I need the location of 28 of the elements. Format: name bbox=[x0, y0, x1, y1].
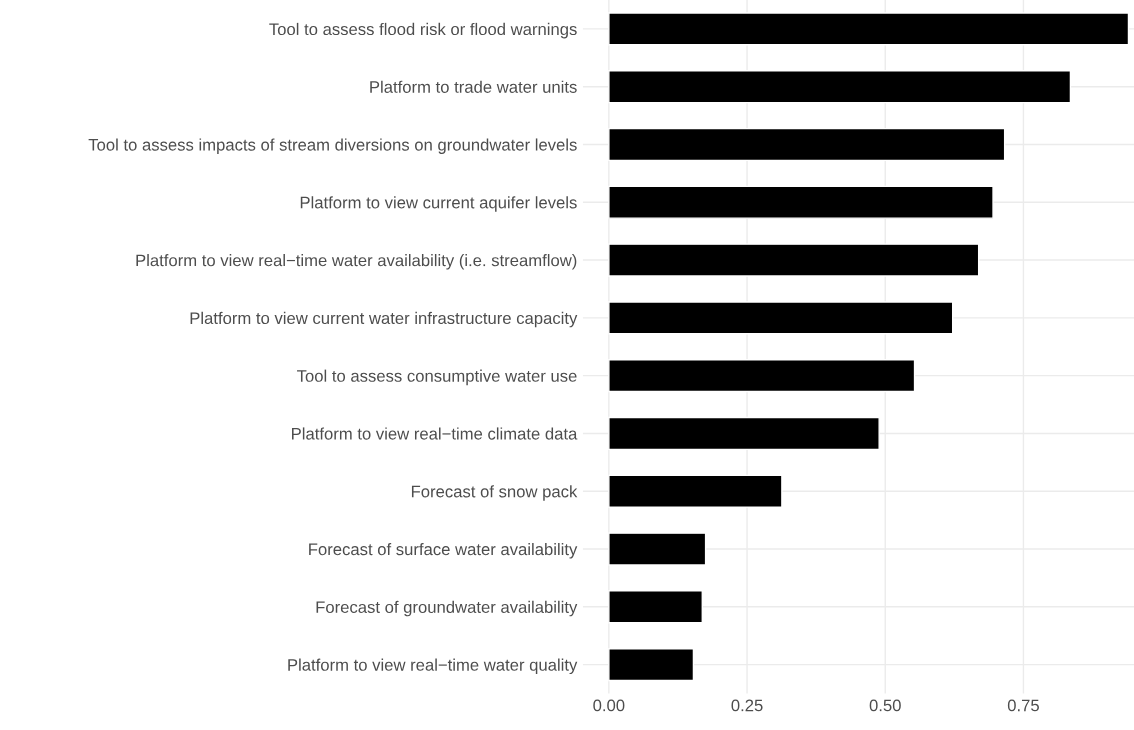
bar bbox=[608, 416, 880, 451]
x-tick-label: 0.00 bbox=[593, 699, 625, 712]
x-tick-label: 0.50 bbox=[869, 699, 901, 712]
y-tick-label: Forecast of groundwater availability bbox=[316, 600, 578, 617]
bar bbox=[608, 70, 1072, 104]
y-tick-label: Platform to view real−time water availability (i.e. streamflow) bbox=[136, 254, 577, 270]
bar bbox=[608, 127, 1006, 162]
bar bbox=[608, 590, 703, 624]
bar bbox=[608, 243, 980, 277]
y-tick-label: Forecast of surface water availability bbox=[309, 542, 578, 559]
y-tick-label: Tool to assess flood risk or flood warnings bbox=[269, 22, 577, 39]
y-tick-label: Platform to view current water infrastructure capacity bbox=[190, 311, 578, 328]
bar bbox=[608, 12, 1130, 46]
x-tick-label: 0.25 bbox=[731, 699, 763, 712]
y-tick-label: Tool to assess consumptive water use bbox=[297, 369, 577, 386]
y-tick-label: Platform to view real−time climate data bbox=[292, 427, 578, 440]
bar bbox=[608, 359, 916, 393]
x-tick-label: 0.75 bbox=[1007, 699, 1039, 712]
y-tick-label: Tool to assess impacts of stream diversions on groundwater levels bbox=[88, 138, 577, 154]
y-tick-label: Forecast of snow pack bbox=[411, 485, 578, 501]
bar bbox=[608, 648, 695, 682]
bar bbox=[608, 301, 954, 335]
y-tick-label: Platform to view real−time water quality bbox=[288, 658, 578, 675]
bar bbox=[608, 532, 707, 566]
bar bbox=[608, 474, 783, 508]
bar bbox=[608, 185, 994, 219]
y-tick-label: Platform to trade water units bbox=[370, 80, 577, 93]
y-tick-label: Platform to view current aquifer levels bbox=[300, 196, 577, 212]
